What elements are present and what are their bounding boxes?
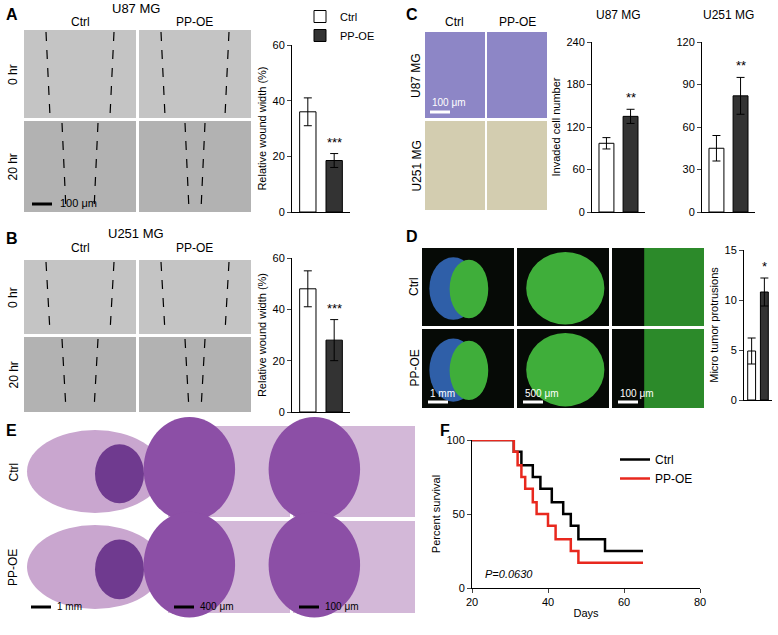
- svg-text:0: 0: [279, 406, 285, 418]
- svg-text:100 μm: 100 μm: [60, 197, 97, 209]
- svg-text:0 hr: 0 hr: [6, 64, 20, 85]
- svg-text:120: 120: [676, 36, 694, 48]
- svg-text:U251 MG: U251 MG: [410, 140, 424, 191]
- svg-text:***: ***: [327, 301, 342, 316]
- svg-text:Invaded cell number: Invaded cell number: [550, 77, 562, 176]
- svg-text:60: 60: [273, 39, 285, 51]
- svg-text:90: 90: [683, 78, 695, 90]
- svg-text:Days: Days: [573, 607, 599, 619]
- svg-text:D: D: [406, 228, 418, 245]
- svg-text:15: 15: [725, 244, 737, 256]
- svg-text:Ctrl: Ctrl: [340, 11, 357, 23]
- svg-text:30: 30: [683, 163, 695, 175]
- svg-text:Ctrl: Ctrl: [445, 15, 464, 29]
- svg-text:60: 60: [683, 121, 695, 133]
- svg-text:20 hr: 20 hr: [7, 361, 21, 388]
- svg-text:0: 0: [279, 206, 285, 218]
- svg-text:Ctrl: Ctrl: [71, 15, 90, 29]
- svg-text:Ctrl: Ctrl: [71, 241, 90, 255]
- svg-text:0: 0: [459, 582, 465, 594]
- svg-text:120: 120: [566, 121, 584, 133]
- svg-text:60: 60: [618, 596, 630, 608]
- svg-text:**: **: [736, 58, 746, 73]
- svg-text:100 μm: 100 μm: [432, 97, 466, 108]
- svg-text:PP-OE: PP-OE: [176, 241, 213, 255]
- svg-text:**: **: [626, 90, 636, 105]
- svg-text:PP-OE: PP-OE: [408, 349, 422, 386]
- svg-text:60: 60: [573, 163, 585, 175]
- svg-text:40: 40: [273, 303, 285, 315]
- svg-text:Ctrl: Ctrl: [407, 277, 421, 296]
- svg-text:400 μm: 400 μm: [200, 601, 234, 612]
- svg-text:Relative wound width (%): Relative wound width (%): [256, 273, 268, 397]
- svg-text:E: E: [6, 422, 17, 439]
- svg-text:Ctrl: Ctrl: [655, 453, 674, 467]
- svg-text:1 mm: 1 mm: [430, 388, 455, 399]
- svg-text:100 μm: 100 μm: [325, 601, 359, 612]
- svg-text:5: 5: [731, 344, 737, 356]
- svg-text:0: 0: [579, 206, 585, 218]
- svg-text:*: *: [762, 259, 767, 274]
- svg-text:Ctrl: Ctrl: [7, 463, 21, 482]
- svg-text:100 μm: 100 μm: [620, 388, 654, 399]
- svg-text:U87 MG: U87 MG: [112, 1, 160, 16]
- svg-text:0 hr: 0 hr: [6, 287, 20, 308]
- svg-text:PP-OE: PP-OE: [499, 15, 536, 29]
- svg-text:C: C: [406, 6, 418, 23]
- svg-text:50: 50: [453, 508, 465, 520]
- svg-text:180: 180: [566, 78, 584, 90]
- svg-text:40: 40: [542, 596, 554, 608]
- svg-text:60: 60: [273, 252, 285, 264]
- svg-text:0: 0: [731, 394, 737, 406]
- svg-text:40: 40: [273, 95, 285, 107]
- svg-text:PP-OE: PP-OE: [340, 30, 374, 42]
- svg-text:240: 240: [566, 36, 584, 48]
- svg-text:F: F: [440, 422, 450, 439]
- svg-text:PP-OE: PP-OE: [655, 472, 692, 486]
- svg-text:20: 20: [273, 150, 285, 162]
- svg-text:Micro tumor protrusions: Micro tumor protrusions: [708, 267, 720, 383]
- svg-text:80: 80: [694, 596, 706, 608]
- svg-text:PP-OE: PP-OE: [176, 15, 213, 29]
- svg-text:Relative wound width (%): Relative wound width (%): [256, 66, 268, 190]
- svg-text:U251 MG: U251 MG: [703, 8, 754, 22]
- svg-text:20 hr: 20 hr: [6, 153, 20, 180]
- svg-text:20: 20: [273, 355, 285, 367]
- svg-text:500 μm: 500 μm: [525, 388, 559, 399]
- svg-text:PP-OE: PP-OE: [6, 549, 20, 586]
- svg-text:20: 20: [466, 596, 478, 608]
- svg-text:U87 MG: U87 MG: [409, 53, 423, 98]
- svg-text:U251 MG: U251 MG: [108, 226, 164, 241]
- svg-text:P=0.0630: P=0.0630: [485, 568, 533, 580]
- svg-text:100: 100: [446, 434, 464, 446]
- svg-text:A: A: [6, 6, 18, 23]
- svg-text:1 mm: 1 mm: [57, 601, 82, 612]
- svg-text:***: ***: [327, 135, 342, 150]
- svg-text:0: 0: [689, 206, 695, 218]
- svg-text:Percent survival: Percent survival: [430, 475, 442, 553]
- svg-text:U87 MG: U87 MG: [596, 8, 641, 22]
- svg-text:10: 10: [725, 294, 737, 306]
- svg-text:B: B: [6, 230, 18, 247]
